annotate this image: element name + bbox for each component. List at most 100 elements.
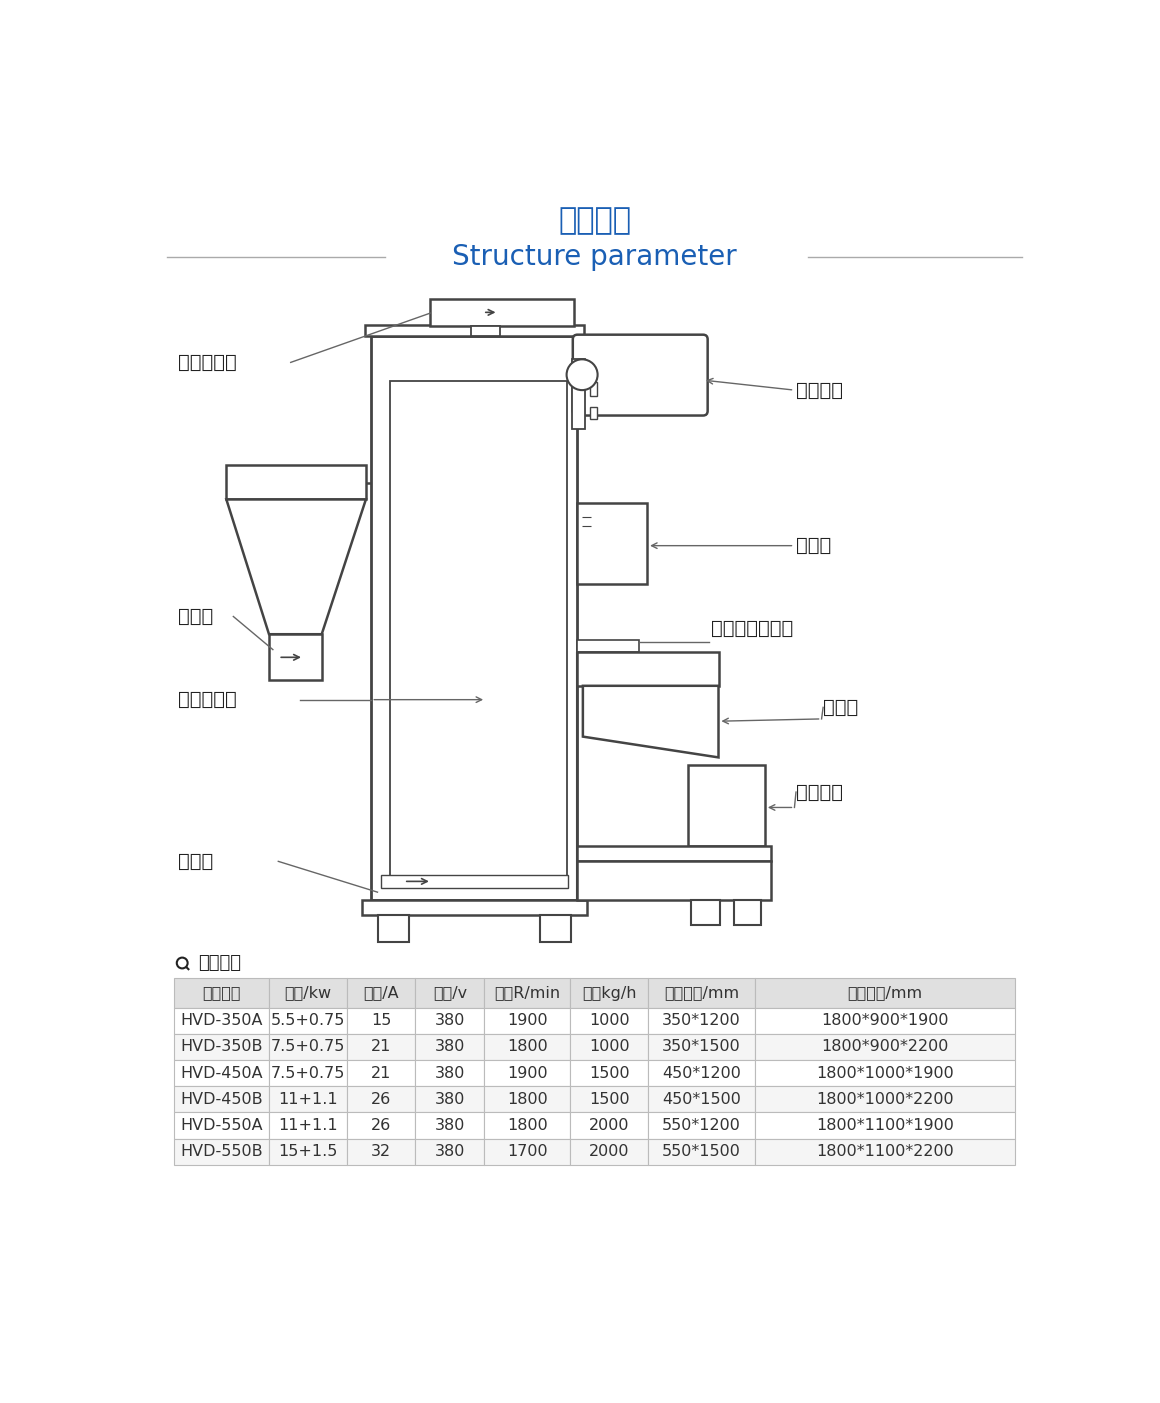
Text: 1800*1000*1900: 1800*1000*1900 — [815, 1066, 954, 1080]
Bar — [578, 861, 771, 899]
Text: 产品型号: 产品型号 — [203, 985, 241, 1000]
Text: 380: 380 — [435, 1013, 465, 1028]
Bar — [269, 1086, 347, 1113]
Text: 1800: 1800 — [507, 1118, 548, 1134]
Text: 350*1500: 350*1500 — [662, 1040, 741, 1055]
Bar — [648, 1061, 755, 1086]
Bar — [648, 1086, 755, 1113]
Text: 1800: 1800 — [507, 1040, 548, 1055]
Bar — [485, 1113, 571, 1139]
Bar — [755, 978, 1015, 1007]
Bar — [578, 407, 585, 418]
Bar — [571, 1086, 648, 1113]
Bar — [347, 1139, 415, 1164]
Text: 26: 26 — [371, 1092, 391, 1107]
Text: 450*1200: 450*1200 — [662, 1066, 741, 1080]
Text: 外形尺寸/mm: 外形尺寸/mm — [847, 985, 922, 1000]
Text: 喂料电机: 喂料电机 — [796, 783, 843, 801]
Bar — [174, 1034, 269, 1061]
Text: 380: 380 — [435, 1145, 465, 1159]
Text: HVD-450A: HVD-450A — [181, 1066, 263, 1080]
Bar — [571, 978, 648, 1007]
Bar — [755, 1061, 1015, 1086]
Bar — [174, 1061, 269, 1086]
Bar — [648, 1034, 755, 1061]
Bar — [347, 1034, 415, 1061]
Bar — [269, 1113, 347, 1139]
Polygon shape — [226, 499, 365, 634]
Text: 技术参数: 技术参数 — [197, 954, 241, 972]
Bar — [269, 978, 347, 1007]
Bar — [571, 1113, 648, 1139]
Bar — [734, 899, 761, 925]
Bar — [415, 1061, 485, 1086]
Bar — [269, 1034, 347, 1061]
Bar — [755, 1139, 1015, 1164]
Text: 21: 21 — [371, 1066, 391, 1080]
Text: 进水口（可选）: 进水口（可选） — [711, 619, 793, 638]
Text: 7.5+0.75: 7.5+0.75 — [270, 1066, 345, 1080]
Text: 电控箱: 电控箱 — [796, 536, 832, 556]
Text: 380: 380 — [435, 1066, 465, 1080]
Bar — [541, 915, 571, 943]
Text: 电压/v: 电压/v — [433, 985, 467, 1000]
Text: 出料口: 出料口 — [177, 607, 212, 626]
Text: HVD-350B: HVD-350B — [181, 1040, 263, 1055]
Bar — [648, 1007, 755, 1034]
Bar — [347, 1061, 415, 1086]
Bar — [269, 634, 321, 680]
Text: 电流/A: 电流/A — [363, 985, 399, 1000]
Bar — [755, 1113, 1015, 1139]
Text: 21: 21 — [371, 1040, 391, 1055]
Bar — [377, 915, 408, 943]
Text: 2000: 2000 — [589, 1145, 630, 1159]
Text: 功率/kw: 功率/kw — [284, 985, 332, 1000]
Text: 2000: 2000 — [589, 1118, 630, 1134]
Bar — [174, 1113, 269, 1139]
Text: 7.5+0.75: 7.5+0.75 — [270, 1040, 345, 1055]
Bar — [589, 407, 597, 418]
Text: 32: 32 — [371, 1145, 391, 1159]
Bar — [347, 978, 415, 1007]
Text: 1500: 1500 — [589, 1092, 630, 1107]
Text: 1000: 1000 — [589, 1013, 630, 1028]
Bar — [269, 1139, 347, 1164]
Text: 1500: 1500 — [589, 1066, 630, 1080]
FancyBboxPatch shape — [573, 335, 708, 415]
Bar — [471, 327, 500, 337]
Bar — [347, 1086, 415, 1113]
Bar — [362, 899, 587, 915]
Bar — [347, 1113, 415, 1139]
Bar — [648, 1113, 755, 1139]
Bar — [648, 978, 755, 1007]
Bar — [226, 464, 365, 499]
Bar — [415, 1113, 485, 1139]
Bar — [485, 1086, 571, 1113]
Text: 550*1200: 550*1200 — [662, 1118, 741, 1134]
Text: 1900: 1900 — [507, 1013, 548, 1028]
Bar — [415, 978, 485, 1007]
Text: 11+1.1: 11+1.1 — [278, 1092, 338, 1107]
Bar — [578, 640, 639, 652]
Bar — [269, 1007, 347, 1034]
Circle shape — [566, 359, 597, 390]
Text: HVD-450B: HVD-450B — [181, 1092, 263, 1107]
Bar — [174, 1086, 269, 1113]
Text: 进料斗: 进料斗 — [824, 697, 858, 717]
Bar — [269, 1061, 347, 1086]
Bar — [691, 899, 720, 925]
Text: 内部尺寸/mm: 内部尺寸/mm — [664, 985, 739, 1000]
Bar — [390, 380, 566, 882]
Bar — [415, 1007, 485, 1034]
Text: 快速清机门: 快速清机门 — [177, 690, 237, 709]
Text: 1800*900*2200: 1800*900*2200 — [821, 1040, 949, 1055]
Text: 450*1500: 450*1500 — [662, 1092, 741, 1107]
Text: 转速R/min: 转速R/min — [494, 985, 560, 1000]
Text: 1000: 1000 — [589, 1040, 630, 1055]
Text: 主轴电机: 主轴电机 — [796, 380, 843, 400]
Bar — [485, 1007, 571, 1034]
Text: 380: 380 — [435, 1118, 465, 1134]
Bar — [485, 1061, 571, 1086]
Text: HVD-550B: HVD-550B — [181, 1145, 263, 1159]
Bar — [755, 1007, 1015, 1034]
